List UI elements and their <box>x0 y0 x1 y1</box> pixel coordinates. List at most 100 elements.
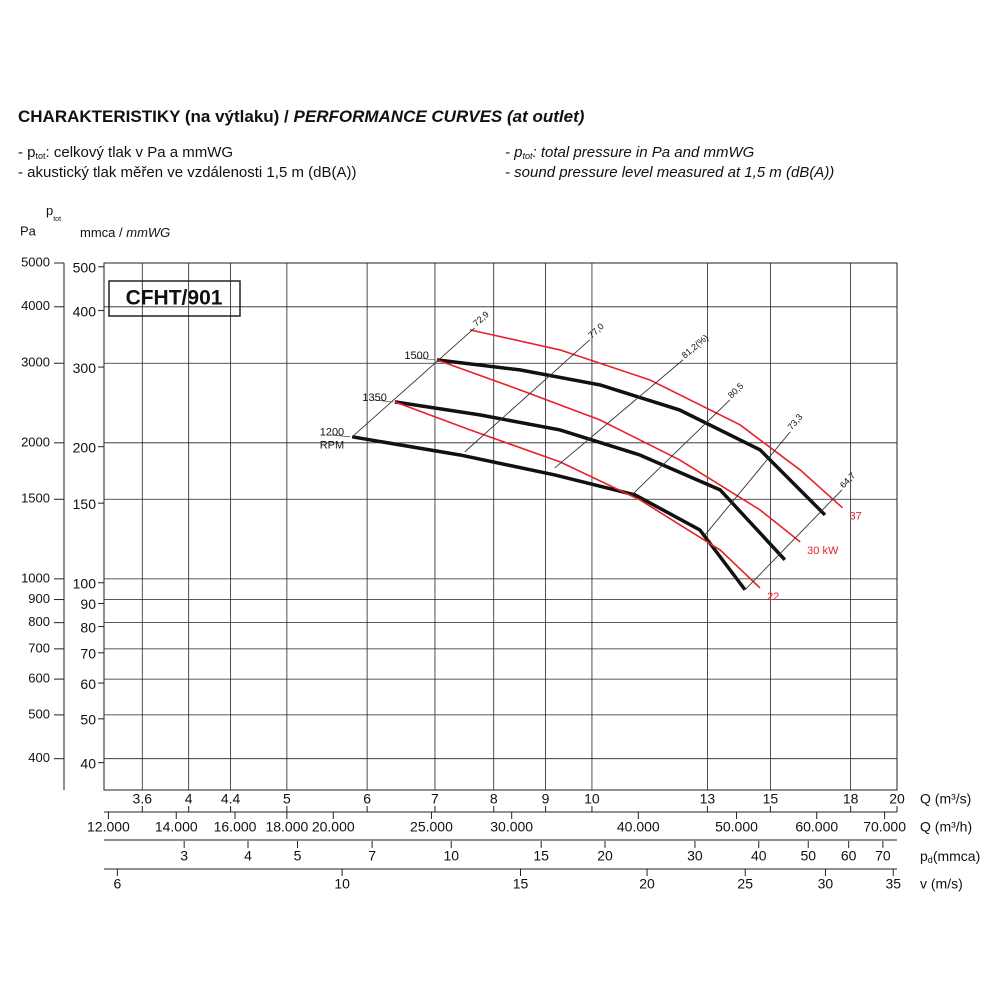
x-tick-label: 3.6 <box>133 791 153 807</box>
curve <box>464 339 591 453</box>
note: - ptot: celkový tlak v Pa a mmWG <box>18 144 233 161</box>
x-tick-label: 14.000 <box>155 819 198 835</box>
y2-tick-label: 60 <box>80 676 96 692</box>
y-tick-label: 400 <box>28 750 50 765</box>
efficiency-label: 80,5 <box>726 381 746 400</box>
y2-tick-label: 90 <box>80 596 96 612</box>
y-tick-label: 3000 <box>21 355 50 370</box>
x-tick-label: 70.000 <box>863 819 906 835</box>
series-label: 37 <box>849 511 861 523</box>
leader <box>414 357 435 361</box>
x-tick-label: 4 <box>244 848 252 864</box>
y-tick-label: 1500 <box>21 491 50 506</box>
axis-label-p: p <box>920 848 928 864</box>
rpm-unit: RPM <box>320 440 344 452</box>
x-tick-label: 70 <box>875 848 891 864</box>
x-tick-label: 8 <box>490 791 498 807</box>
y-tick-label: 800 <box>28 614 50 629</box>
y2-tick-label: 200 <box>73 439 97 455</box>
y-tick-label: 1000 <box>21 570 50 585</box>
y2-tick-label: 400 <box>73 303 97 319</box>
curve <box>554 359 684 469</box>
x-tick-label: 60.000 <box>795 819 838 835</box>
leader <box>372 399 393 403</box>
title-en: PERFORMANCE CURVES (at outlet) <box>294 107 585 126</box>
x-tick-label: 35 <box>885 876 901 892</box>
x-tick-label: 20 <box>889 791 905 807</box>
x-axis-label: v (m/s) <box>920 876 963 892</box>
curve <box>351 327 475 438</box>
x-tick-label: 50.000 <box>715 819 758 835</box>
y2-p: p <box>46 203 53 218</box>
x-tick-label: 25.000 <box>410 819 453 835</box>
y-tick-label: 600 <box>28 671 50 686</box>
y2-tick-label: 40 <box>80 755 96 771</box>
series-label: 1200 <box>320 427 344 439</box>
curve <box>394 401 761 589</box>
curve <box>351 435 747 591</box>
x-tick-label: 15 <box>763 791 779 807</box>
y-tick-label: 900 <box>28 591 50 606</box>
efficiency-label: 73,3 <box>786 412 805 432</box>
x-tick-label: 6 <box>363 791 371 807</box>
title-cz: CHARAKTERISTIKY (na výtlaku) / <box>18 107 294 126</box>
note: - ptot: total pressure in Pa and mmWG <box>505 144 755 161</box>
series-label: 22 <box>767 591 779 603</box>
efficiency-label: 64,7 <box>838 471 857 491</box>
grid <box>104 262 898 790</box>
x-tick-label: 15 <box>513 876 529 892</box>
model-box <box>108 280 241 317</box>
x-tick-label: 3 <box>180 848 188 864</box>
x-tick-label: 40 <box>751 848 767 864</box>
y-tick-label: 2000 <box>21 434 50 449</box>
x-axis-label: Q (m³/s) <box>920 791 971 807</box>
y-axis-label: Pa <box>20 223 37 238</box>
note: - sound pressure level measured at 1,5 m… <box>505 164 834 181</box>
y2-unit-en: mmWG <box>126 225 170 240</box>
y2-axis-label: ptot <box>46 203 61 222</box>
y2-tick-label: 100 <box>73 575 97 591</box>
x-tick-label: 4.4 <box>221 791 241 807</box>
y-tick-label: 700 <box>28 640 50 655</box>
y2-tick-label: 500 <box>73 259 97 275</box>
y-tick-label: 500 <box>28 706 50 721</box>
leader <box>330 434 351 438</box>
x-tick-label: 30 <box>818 876 834 892</box>
x-tick-label: 4 <box>185 791 193 807</box>
x-tick-label: 10 <box>584 791 600 807</box>
series-label: 1350 <box>362 392 386 404</box>
curve <box>436 358 827 517</box>
x-tick-label: 60 <box>841 848 857 864</box>
y-tick-label: 4000 <box>21 298 50 313</box>
series-label: 1500 <box>404 350 428 362</box>
x-axis-label: pd(mmca) <box>920 848 980 866</box>
y2-tick-label: 80 <box>80 619 96 635</box>
axis-label-unit: (mmca) <box>933 848 980 864</box>
note-text: : total pressure in Pa and mmWG <box>533 144 755 161</box>
x-tick-label: 10 <box>334 876 350 892</box>
efficiency-label: 72,9 <box>471 309 491 328</box>
y2-unit: mmca / <box>80 225 126 240</box>
y2-tick-label: 300 <box>73 360 97 376</box>
x-axis-label: Q (m³/h) <box>920 819 972 835</box>
x-tick-label: 18.000 <box>265 819 308 835</box>
y2-axis-unit: mmca / mmWG <box>80 225 170 240</box>
x-tick-label: 12.000 <box>87 819 130 835</box>
x-tick-label: 15 <box>533 848 549 864</box>
x-tick-label: 6 <box>114 876 122 892</box>
x-tick-label: 50 <box>800 848 816 864</box>
x-tick-label: 5 <box>294 848 302 864</box>
y2-sub: tot <box>53 216 61 223</box>
note-prefix: - p <box>505 144 523 161</box>
note-sub: tot <box>523 151 534 161</box>
title: CHARAKTERISTIKY (na výtlaku) / PERFORMAN… <box>18 107 585 126</box>
curve <box>394 400 787 561</box>
x-tick-label: 5 <box>283 791 291 807</box>
efficiency-label: 81,2(%) <box>680 332 711 360</box>
curve <box>469 329 844 509</box>
y-tick-label: 5000 <box>21 254 50 269</box>
x-tick-label: 20.000 <box>312 819 355 835</box>
x-tick-label: 18 <box>843 791 859 807</box>
x-tick-label: 9 <box>542 791 550 807</box>
